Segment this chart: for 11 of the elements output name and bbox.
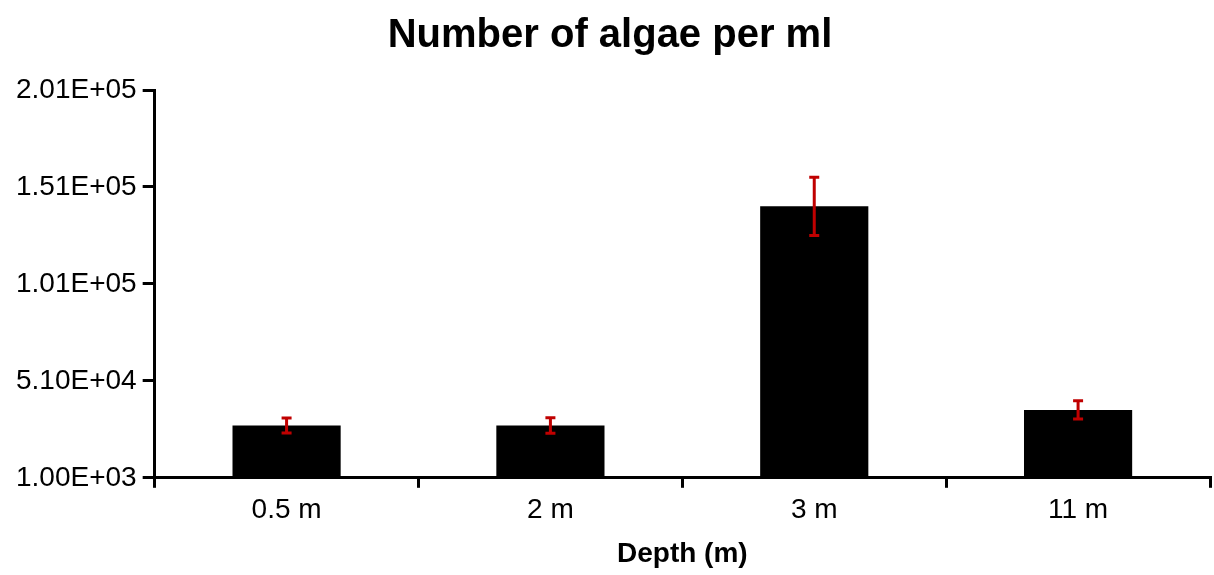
chart-title: Number of algae per ml — [387, 11, 833, 56]
x-tick-label: 2 m — [527, 493, 574, 525]
y-tick-label: 5.10E+04 — [16, 363, 137, 395]
y-tick-label: 1.01E+05 — [16, 266, 137, 298]
x-tick-label: 0.5 m — [251, 493, 322, 525]
y-tick-label: 1.51E+05 — [16, 169, 137, 201]
x-axis-title: Depth (m) — [617, 536, 748, 568]
x-tick-label: 3 m — [790, 493, 838, 525]
y-tick-label: 1.00E+03 — [16, 460, 137, 492]
y-tick-label: 2.01E+05 — [16, 72, 137, 104]
x-tick-label: 11 m — [1048, 493, 1109, 525]
